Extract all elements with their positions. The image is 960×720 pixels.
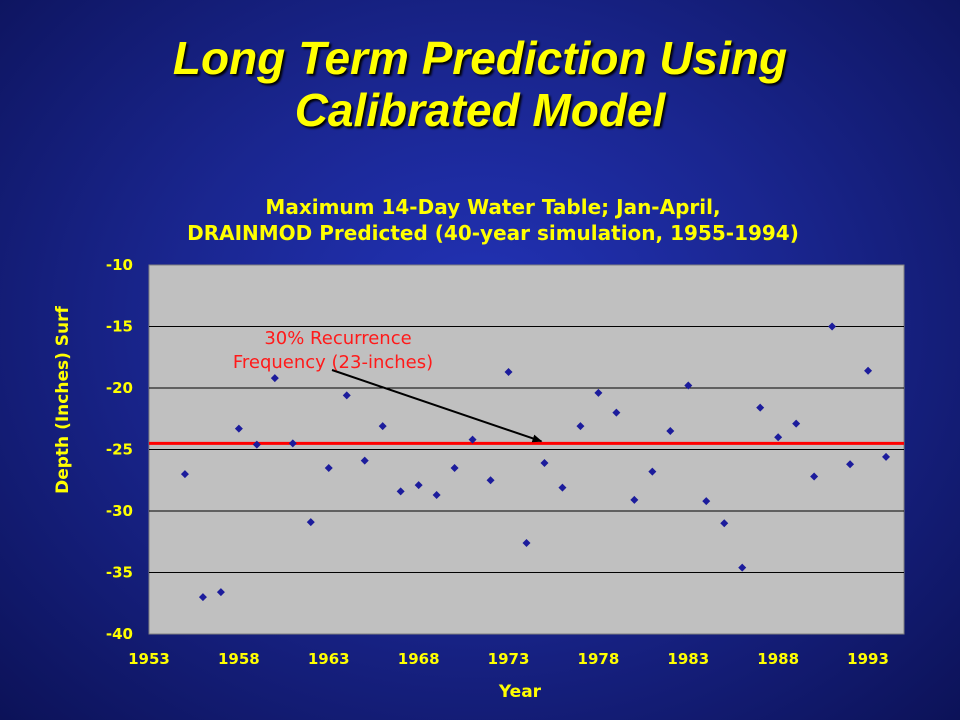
y-tick-label: -10 xyxy=(106,256,133,274)
chart-title-line-1: Maximum 14-Day Water Table; Jan-April, xyxy=(265,195,720,219)
slide-title: Long Term Prediction Using Calibrated Mo… xyxy=(0,32,960,136)
data-point xyxy=(342,391,351,400)
data-point xyxy=(396,487,405,496)
data-point xyxy=(648,467,657,476)
data-point xyxy=(720,519,729,528)
x-tick-label: 1978 xyxy=(578,650,620,668)
data-point xyxy=(612,408,621,417)
y-tick-label: -35 xyxy=(106,564,133,582)
data-point xyxy=(522,538,531,547)
data-point xyxy=(270,374,279,383)
x-tick-label: 1953 xyxy=(128,650,170,668)
annotation-line-2: Frequency (23-inches) xyxy=(233,352,433,373)
data-points xyxy=(180,322,891,602)
data-point xyxy=(540,459,549,468)
data-point xyxy=(702,497,711,506)
data-point xyxy=(234,424,243,433)
y-tick-label: -25 xyxy=(106,441,133,459)
data-point xyxy=(774,433,783,442)
data-point xyxy=(486,476,495,485)
data-point xyxy=(378,422,387,431)
x-tick-label: 1968 xyxy=(398,650,440,668)
data-point xyxy=(864,366,873,375)
x-axis-ticks: 1953 1958 1963 1968 1973 1978 1983 1988 1993 xyxy=(128,650,889,668)
slide-title-line-1: Long Term Prediction Using xyxy=(172,32,788,84)
data-point xyxy=(810,472,819,481)
gridlines xyxy=(149,326,904,573)
y-tick-label: -15 xyxy=(106,318,133,336)
data-point xyxy=(306,518,315,527)
x-tick-label: 1993 xyxy=(847,650,889,668)
data-point xyxy=(198,593,207,602)
y-axis-ticks: -10 -15 -20 -25 -30 -35 -40 xyxy=(106,256,133,643)
data-point xyxy=(882,452,891,461)
data-point xyxy=(252,440,261,449)
x-tick-label: 1958 xyxy=(218,650,260,668)
data-point xyxy=(666,427,675,436)
data-point xyxy=(828,322,837,331)
x-tick-label: 1988 xyxy=(757,650,799,668)
y-tick-label: -30 xyxy=(106,502,133,520)
data-point xyxy=(846,460,855,469)
data-point xyxy=(684,381,693,390)
data-point xyxy=(432,491,441,500)
y-axis-label: Depth (Inches) Surf xyxy=(53,305,73,493)
x-axis-label: Year xyxy=(498,682,542,702)
data-point xyxy=(738,563,747,572)
data-point xyxy=(594,388,603,397)
data-point xyxy=(180,470,189,479)
chart-title-line-2: DRAINMOD Predicted (40-year simulation, … xyxy=(187,221,799,245)
data-point xyxy=(450,463,459,472)
data-point xyxy=(558,483,567,492)
data-point xyxy=(630,495,639,504)
data-point xyxy=(792,419,801,428)
data-point xyxy=(360,456,369,465)
x-tick-label: 1983 xyxy=(667,650,709,668)
data-point xyxy=(414,481,423,490)
annotation-line-1: 30% Recurrence xyxy=(264,328,411,349)
data-point xyxy=(324,463,333,472)
data-point xyxy=(756,403,765,412)
slide-title-line-2: Calibrated Model xyxy=(294,84,666,136)
annotation-arrow xyxy=(331,369,543,443)
y-tick-label: -20 xyxy=(106,379,133,397)
x-tick-label: 1963 xyxy=(308,650,350,668)
data-point xyxy=(216,588,225,597)
x-tick-label: 1973 xyxy=(488,650,530,668)
data-point xyxy=(576,422,585,431)
y-tick-label: -40 xyxy=(106,625,133,643)
data-point xyxy=(288,439,297,448)
data-point xyxy=(504,368,513,377)
data-point xyxy=(468,435,477,444)
